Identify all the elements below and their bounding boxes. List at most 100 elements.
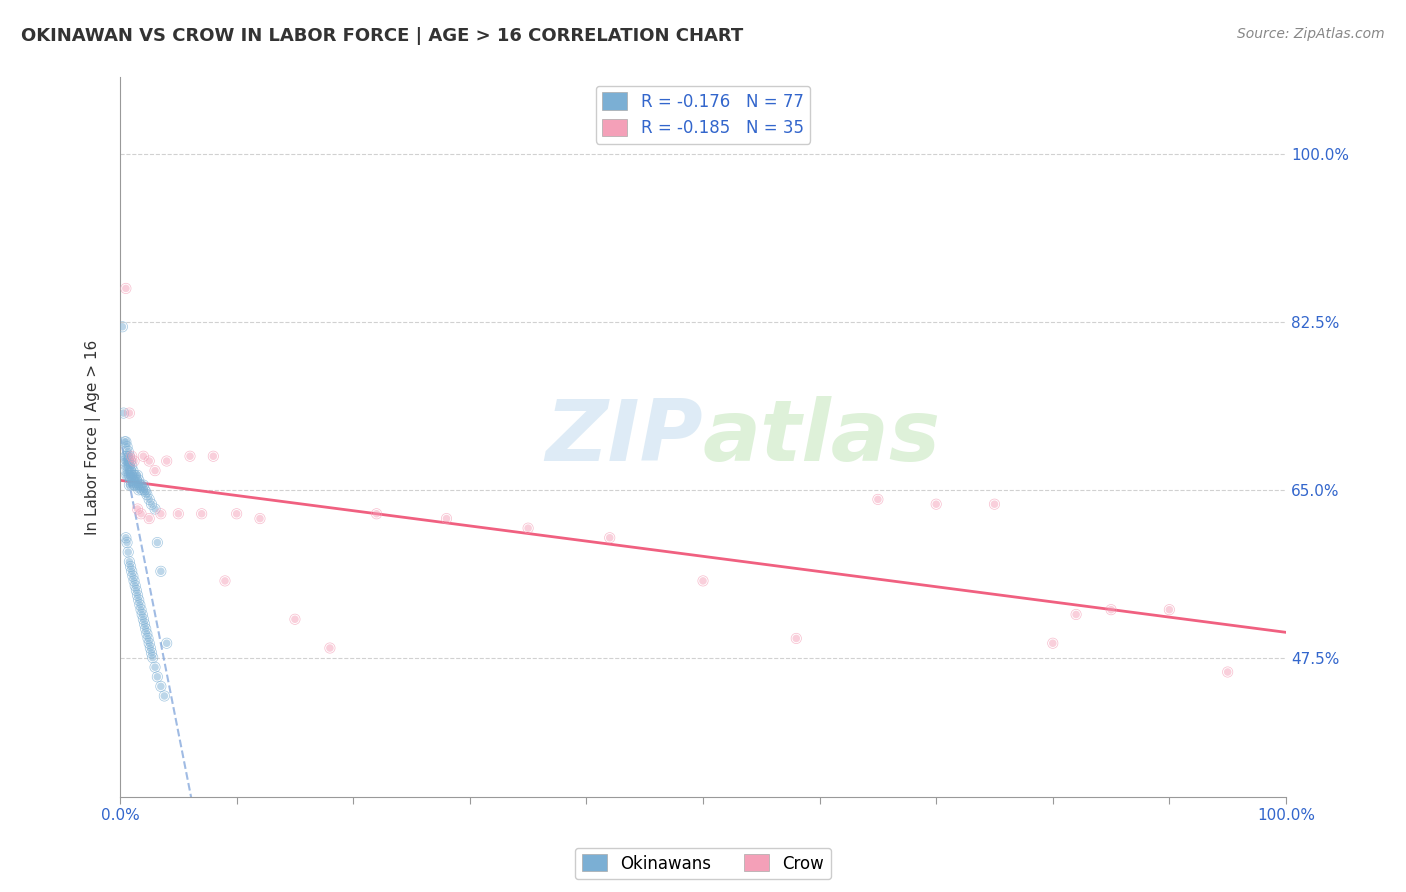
Point — [129, 478, 152, 492]
Point — [128, 483, 150, 497]
Point — [138, 492, 160, 507]
Point — [135, 626, 157, 640]
Point — [120, 464, 142, 478]
Point — [128, 598, 150, 612]
Point — [115, 449, 138, 463]
Point — [114, 454, 136, 468]
Point — [122, 569, 145, 583]
Point — [117, 545, 139, 559]
Point — [118, 555, 141, 569]
Point — [115, 449, 138, 463]
Point — [128, 478, 150, 492]
Point — [143, 464, 166, 478]
Point — [138, 636, 160, 650]
Point — [135, 484, 157, 499]
Point — [115, 458, 138, 473]
Point — [179, 449, 201, 463]
Point — [115, 440, 138, 454]
Point — [122, 464, 145, 478]
Point — [319, 640, 342, 655]
Point — [128, 593, 150, 607]
Point — [127, 478, 149, 492]
Point — [118, 468, 141, 483]
Point — [138, 511, 160, 525]
Point — [138, 454, 160, 468]
Point — [143, 502, 166, 516]
Point — [284, 612, 307, 626]
Point — [122, 454, 145, 468]
Point — [149, 564, 172, 578]
Point — [366, 507, 388, 521]
Point — [111, 319, 134, 334]
Point — [112, 406, 135, 420]
Point — [132, 449, 155, 463]
Point — [134, 617, 156, 632]
Point — [118, 449, 141, 463]
Point — [436, 511, 458, 525]
Point — [249, 511, 271, 525]
Point — [134, 483, 156, 497]
Point — [785, 632, 807, 646]
Point — [134, 483, 156, 497]
Point — [1159, 602, 1181, 616]
Point — [436, 511, 458, 525]
Point — [127, 588, 149, 602]
Point — [190, 507, 212, 521]
Point — [121, 478, 143, 492]
Point — [117, 444, 139, 458]
Point — [121, 449, 143, 463]
Y-axis label: In Labor Force | Age > 16: In Labor Force | Age > 16 — [86, 340, 101, 534]
Point — [118, 478, 141, 492]
Point — [124, 468, 146, 483]
Point — [124, 579, 146, 593]
Point — [120, 454, 142, 468]
Point — [1099, 602, 1122, 616]
Point — [284, 612, 307, 626]
Point — [115, 281, 138, 295]
Point — [117, 454, 139, 468]
Point — [121, 468, 143, 483]
Point — [1064, 607, 1087, 622]
Point — [115, 531, 138, 545]
Text: atlas: atlas — [703, 395, 941, 478]
Point — [692, 574, 714, 588]
Point — [118, 468, 141, 483]
Point — [128, 598, 150, 612]
Point — [117, 458, 139, 473]
Point — [132, 478, 155, 492]
Point — [143, 660, 166, 674]
Point — [121, 478, 143, 492]
Point — [202, 449, 225, 463]
Point — [121, 564, 143, 578]
Point — [517, 521, 540, 535]
Point — [156, 636, 179, 650]
Point — [122, 473, 145, 487]
Point — [115, 434, 138, 449]
Point — [214, 574, 236, 588]
Point — [202, 449, 225, 463]
Point — [131, 607, 153, 622]
Point — [115, 531, 138, 545]
Point — [146, 670, 169, 684]
Point — [127, 588, 149, 602]
Point — [117, 468, 139, 483]
Point — [225, 507, 247, 521]
Point — [132, 612, 155, 626]
Point — [120, 473, 142, 487]
Point — [149, 564, 172, 578]
Point — [129, 507, 152, 521]
Point — [124, 478, 146, 492]
Point — [121, 468, 143, 483]
Point — [118, 478, 141, 492]
Point — [153, 689, 176, 703]
Point — [143, 660, 166, 674]
Point — [141, 497, 163, 511]
Point — [131, 483, 153, 497]
Point — [112, 406, 135, 420]
Point — [120, 559, 142, 574]
Point — [118, 458, 141, 473]
Text: ZIP: ZIP — [546, 395, 703, 478]
Point — [135, 626, 157, 640]
Point — [120, 464, 142, 478]
Point — [115, 449, 138, 463]
